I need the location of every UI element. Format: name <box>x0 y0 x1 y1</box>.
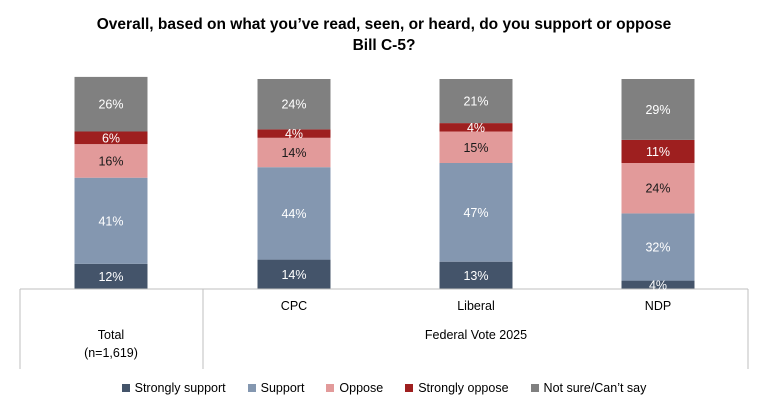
data-label-cpc-strongly-oppose: 4% <box>285 127 303 141</box>
data-label-ndp-not-sure-can-t-say: 29% <box>645 103 670 117</box>
bar-cpc-strongly-support <box>257 259 331 289</box>
data-label-liberal-not-sure-can-t-say: 21% <box>463 95 488 109</box>
bar-cpc-oppose <box>257 137 331 168</box>
bar-liberal-support <box>439 163 513 262</box>
data-label-cpc-support: 44% <box>281 207 306 221</box>
legend-label-strongly-oppose: Strongly oppose <box>418 381 509 395</box>
legend-item-support: Support <box>247 381 305 395</box>
data-label-cpc-not-sure-can-t-say: 24% <box>281 98 306 112</box>
bar-liberal-strongly-support <box>439 261 513 289</box>
bar-cpc-not-sure-can-t-say <box>257 79 331 130</box>
category-label-ndp: NDP <box>645 299 671 313</box>
legend-swatch-not-sure-can-t-say <box>530 384 539 392</box>
data-label-total-oppose: 16% <box>98 154 123 168</box>
legend-label-not-sure-can-t-say: Not sure/Can’t say <box>543 381 647 395</box>
bar-ndp-strongly-oppose <box>621 139 695 163</box>
legend-label-oppose: Oppose <box>339 381 384 395</box>
bar-ndp-strongly-support <box>621 280 695 289</box>
data-label-total-support: 41% <box>98 214 123 228</box>
legend: Strongly support Support Oppose Strongly op… <box>0 381 768 395</box>
data-label-ndp-strongly-support: 4% <box>649 278 667 292</box>
chart-title: Overall, based on what you’ve read, seen… <box>0 14 768 56</box>
legend-item-strongly-support: Strongly support <box>121 381 226 395</box>
data-label-total-strongly-oppose: 6% <box>102 131 120 145</box>
legend-item-oppose: Oppose <box>326 381 383 395</box>
data-label-ndp-strongly-oppose: 11% <box>646 145 670 159</box>
bar-cpc-strongly-oppose <box>257 129 331 138</box>
bar-liberal-oppose <box>439 131 513 163</box>
bars-layer <box>74 76 695 289</box>
bar-liberal-not-sure-can-t-say <box>439 79 513 124</box>
category-label-liberal: Liberal <box>457 299 495 313</box>
bar-total-strongly-oppose <box>74 131 148 145</box>
legend-label-strongly-support: Strongly support <box>134 381 226 395</box>
bar-total-oppose <box>74 144 148 178</box>
bar-ndp-oppose <box>621 163 695 214</box>
data-label-ndp-oppose: 24% <box>645 182 670 196</box>
legend-swatch-strongly-oppose <box>405 384 414 392</box>
axes-layer <box>19 288 749 369</box>
labels-layer: 12% 41% 16% 6% 26% 14% 44% 14% 4% 24% 13% 47% 15% 4% 2… <box>84 95 671 360</box>
sample-size-label: (n=1,619) <box>84 346 138 360</box>
legend-swatch-support <box>247 384 256 392</box>
bar-total-strongly-support <box>74 263 148 289</box>
chart-title-line-2: Bill C-5? <box>352 37 416 54</box>
chart-title-line-1: Overall, based on what you’ve read, seen… <box>96 16 672 33</box>
legend-item-strongly-oppose: Strongly oppose <box>405 381 509 395</box>
category-label-cpc: CPC <box>281 299 307 313</box>
data-label-cpc-oppose: 14% <box>281 146 306 160</box>
bar-total-support <box>74 177 148 264</box>
bar-ndp-not-sure-can-t-say <box>621 79 695 140</box>
data-label-liberal-strongly-support: 13% <box>463 269 488 283</box>
data-label-ndp-support: 32% <box>645 241 670 255</box>
bar-total-not-sure-can-t-say <box>74 76 148 132</box>
legend-item-not-sure-can-t-say: Not sure/Can’t say <box>530 381 647 395</box>
data-label-liberal-support: 47% <box>463 206 488 220</box>
data-label-liberal-oppose: 15% <box>463 141 488 155</box>
data-label-liberal-strongly-oppose: 4% <box>467 121 485 135</box>
category-label-total: Total <box>98 328 124 342</box>
legend-swatch-strongly-support <box>121 384 130 392</box>
bar-liberal-strongly-oppose <box>439 123 513 132</box>
data-label-total-strongly-support: 12% <box>98 270 123 284</box>
bar-cpc-support <box>257 167 331 260</box>
legend-label-support: Support <box>260 381 305 395</box>
data-label-total-not-sure-can-t-say: 26% <box>98 98 123 112</box>
group-label-federal-vote: Federal Vote 2025 <box>425 328 527 342</box>
bar-ndp-support <box>621 213 695 281</box>
legend-swatch-oppose <box>326 384 335 392</box>
data-label-cpc-strongly-support: 14% <box>281 268 306 282</box>
